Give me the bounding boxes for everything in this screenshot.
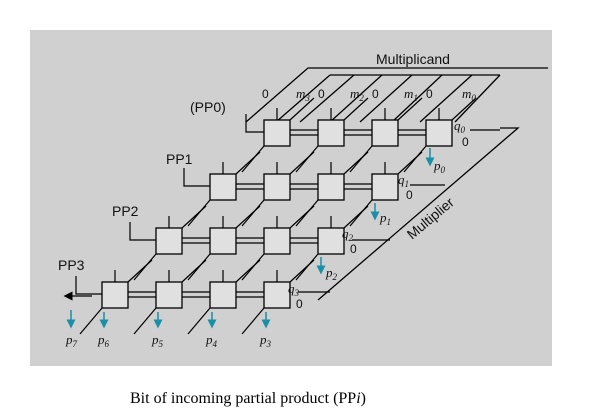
multiplier-cell <box>210 174 236 200</box>
multiplier-cell <box>264 174 290 200</box>
row-label-pp2: PP2 <box>112 203 139 219</box>
svg-text:0: 0 <box>296 297 303 311</box>
multiplier-cell <box>156 228 182 254</box>
multiplier-cell <box>264 228 290 254</box>
multiplier-cell <box>426 120 452 146</box>
figure-caption: Bit of incoming partial product (PPi) <box>130 390 366 408</box>
multiplier-cell <box>156 282 182 308</box>
svg-text:0: 0 <box>426 87 433 101</box>
svg-text:0: 0 <box>318 87 325 101</box>
svg-text:0: 0 <box>406 188 413 202</box>
multiplier-cell <box>318 174 344 200</box>
svg-text:0: 0 <box>372 87 379 101</box>
multiplier-cell <box>210 228 236 254</box>
svg-text:0: 0 <box>350 242 357 256</box>
multiplier-cell <box>372 120 398 146</box>
multiplier-cell <box>102 282 128 308</box>
top-left-zero: 0 <box>262 87 269 101</box>
row-label-pp0: (PP0) <box>190 99 226 115</box>
multiplier-cell <box>372 174 398 200</box>
row-label-pp3: PP3 <box>58 257 85 273</box>
caption-close: ) <box>361 390 366 407</box>
row-label-pp1: PP1 <box>166 151 193 167</box>
multiplier-cell <box>318 120 344 146</box>
multiplier-cell <box>318 228 344 254</box>
svg-text:0: 0 <box>462 135 469 149</box>
caption-text: Bit of incoming partial product (PP <box>130 390 356 407</box>
multiplier-cell <box>264 120 290 146</box>
multiplier-cell <box>264 282 290 308</box>
multiplier-cell <box>210 282 236 308</box>
diagram-panel <box>30 30 552 366</box>
multiplicand-label: Multiplicand <box>376 51 450 67</box>
